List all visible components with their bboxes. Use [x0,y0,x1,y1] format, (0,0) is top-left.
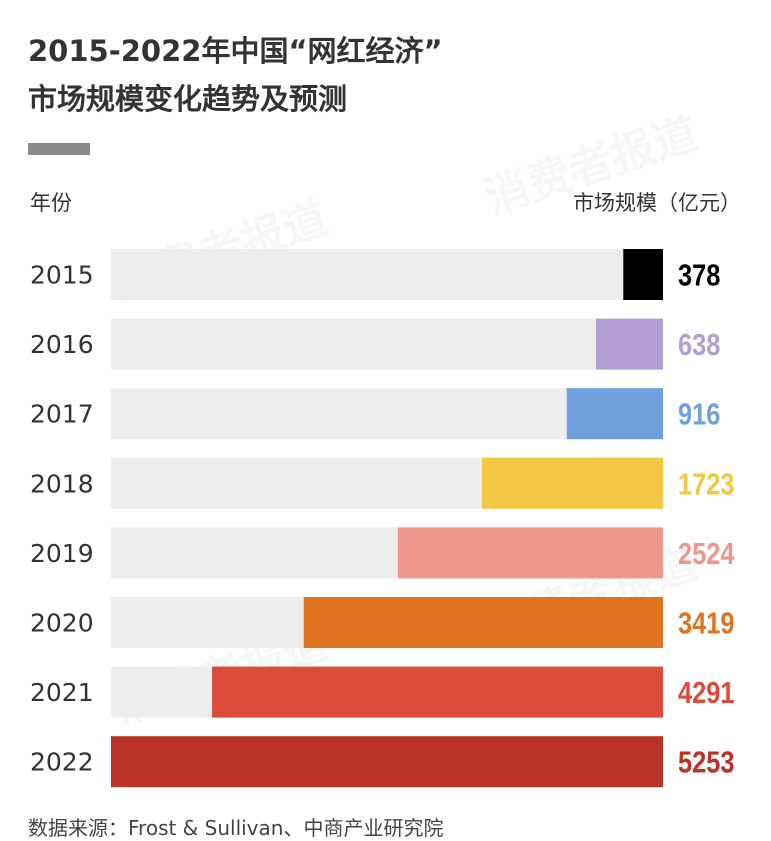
bar-2022 [111,736,663,788]
bar-2016 [595,318,663,370]
data-label: 3419 [678,606,735,641]
category-label: 2020 [30,609,94,638]
category-label: 2017 [30,400,94,429]
bar-2018 [481,457,663,509]
data-label: 2524 [678,537,735,572]
bar-2020 [303,597,663,648]
data-label: 1723 [678,467,735,502]
category-label: 2016 [30,330,94,359]
category-label: 2021 [30,678,94,707]
category-label: 2018 [30,469,94,498]
data-label: 378 [678,258,720,293]
bar-2021 [212,666,663,718]
bar-2019 [397,527,663,579]
bar-track [111,249,663,300]
chart-subtitle: 市场规模变化趋势及预测 [28,82,348,116]
title-divider [28,143,90,155]
data-label: 4291 [678,676,735,711]
chart-title: 2015-2022年中国“网红经济” [28,34,443,68]
value-axis-label: 市场规模（亿元） [573,191,741,215]
bar-2017 [566,388,663,440]
bar-track [111,318,663,370]
data-label: 916 [678,397,720,432]
y-axis-label: 年份 [30,191,72,215]
bar-2015 [623,249,663,300]
source-note: 数据来源：Frost & Sullivan、中商产业研究院 [28,816,444,840]
category-label: 2015 [30,261,94,290]
category-label: 2022 [30,748,94,777]
category-label: 2019 [30,539,94,568]
data-label: 638 [678,328,720,363]
data-label: 5253 [678,745,735,780]
